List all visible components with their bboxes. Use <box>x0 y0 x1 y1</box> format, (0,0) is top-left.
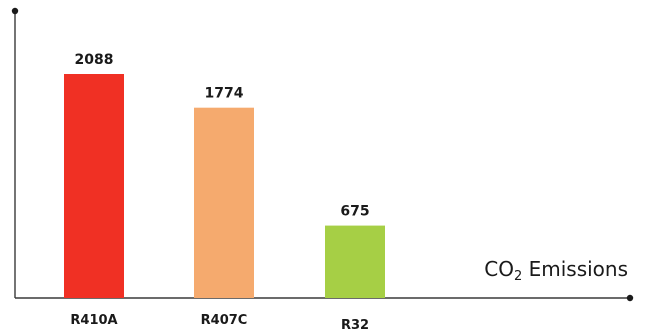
x-axis-title: CO2 Emissions <box>484 257 628 284</box>
bar-r32 <box>325 225 385 298</box>
category-label-r410a: R410A <box>70 313 117 328</box>
bar-r407c <box>194 107 254 298</box>
x-axis-arrow-dot <box>626 294 634 302</box>
bars-group <box>64 74 385 298</box>
value-label-r32: 675 <box>340 204 369 220</box>
value-labels-group: 2088 1774 675 <box>75 52 370 220</box>
bar-r410a <box>64 74 124 298</box>
category-label-r32: R32 <box>341 318 369 333</box>
category-label-r407c: R407C <box>201 313 248 328</box>
y-axis-arrow-dot <box>11 7 19 15</box>
value-label-r407c: 1774 <box>205 86 244 102</box>
category-labels-group: R410A R407C R32 <box>70 313 369 333</box>
value-label-r410a: 2088 <box>75 52 114 68</box>
